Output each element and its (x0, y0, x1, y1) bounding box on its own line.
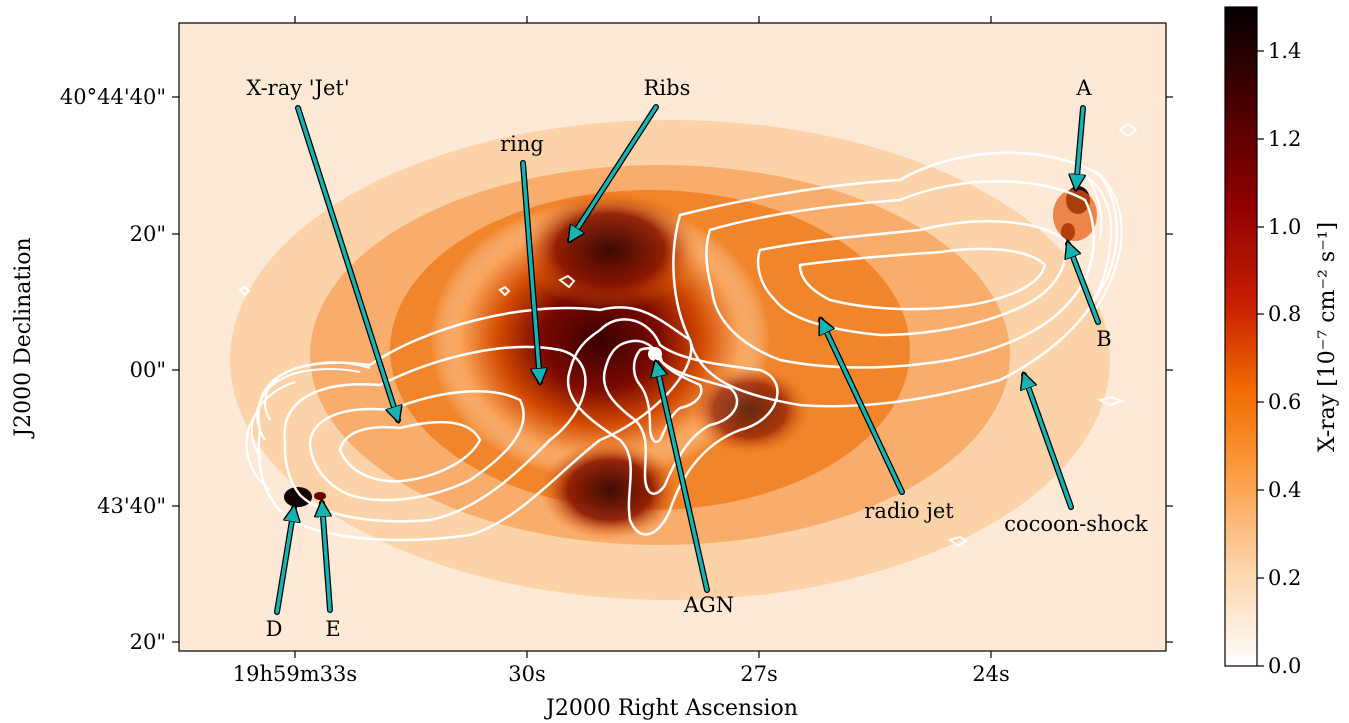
contour-noise-3 (947, 535, 968, 548)
x-tick-label: 27s (740, 662, 778, 686)
label-cocoon-shock: cocoon-shock (1004, 512, 1148, 536)
label-ring: ring (500, 132, 544, 156)
y-tick-label: 20" (130, 222, 166, 246)
contour-lobe-east-2 (705, 180, 1095, 369)
y-tick-label: 40°44'40" (60, 85, 166, 109)
agn-core (648, 347, 662, 361)
contour-cocoon-east-3 (1074, 164, 1103, 241)
colorbar-tick-label: 1.4 (1268, 39, 1301, 63)
label-ribs: Ribs (644, 76, 691, 100)
label-xray-jet: X-ray 'Jet' (246, 76, 349, 100)
contour-lobe-east-3 (756, 220, 1068, 337)
contour-cocoon-east-2 (1094, 169, 1123, 311)
arrow-E (322, 503, 330, 612)
contour-lobe-east-1 (672, 151, 1119, 408)
contour-core-1 (566, 318, 779, 536)
colorbar: 0.0 0.2 0.4 0.6 0.8 1.0 1.2 1.4 X-ray [1… (1224, 6, 1340, 678)
plot-frame (178, 22, 1167, 652)
label-D: D (266, 617, 283, 641)
label-radio-jet: radio jet (864, 499, 954, 523)
ribs-emission (520, 190, 700, 310)
colorbar-gradient (1224, 6, 1258, 667)
xray-image (179, 23, 1166, 651)
arrow-xray-jet (296, 106, 398, 420)
colorbar-label: X-ray [10⁻⁷ cm⁻² s⁻¹] (1315, 222, 1340, 452)
contour-noise-4 (1097, 395, 1125, 407)
contour-lobe-east-4 (798, 247, 1047, 311)
east-emission (690, 365, 810, 455)
arrow-cocoon-shock (1024, 375, 1073, 509)
label-E: E (325, 617, 340, 641)
y-tick-label: 00" (130, 358, 166, 382)
y-axis-title: J2000 Declination (11, 237, 36, 438)
arrow-ring (521, 161, 540, 382)
contour-noise-1 (558, 274, 576, 289)
arrow-D (275, 508, 294, 614)
y-tick-label: 20" (130, 630, 166, 654)
y-tick-marks (172, 96, 1173, 643)
hotspot-D (284, 487, 312, 507)
contour-core-2 (602, 339, 739, 495)
label-A: A (1075, 76, 1092, 100)
colorbar-tick-label: 1.0 (1268, 215, 1301, 239)
colorbar-tick-label: 1.2 (1268, 127, 1301, 151)
x-tick-marks (294, 16, 992, 658)
arrow-B (1068, 244, 1100, 324)
y-tick-label: 43'40" (97, 494, 166, 518)
colorbar-tick-label: 0.4 (1268, 478, 1301, 502)
arrow-agn (656, 363, 709, 592)
x-axis-title: J2000 Right Ascension (544, 696, 798, 721)
contour-lobe-west-4 (338, 420, 482, 483)
contour-noise-2 (498, 285, 511, 297)
contour-cocoon-east-1 (1084, 174, 1113, 306)
contour-cocoon-west-4 (245, 414, 271, 491)
x-tick-label: 30s (508, 662, 546, 686)
hotspot-E (314, 492, 326, 500)
label-agn: AGN (683, 593, 734, 617)
south-emission (540, 440, 680, 540)
colorbar-tick-label: 0.2 (1268, 566, 1301, 590)
colorbar-tick-label: 0.6 (1268, 390, 1301, 414)
contour-cocoon-west-2 (256, 368, 361, 441)
annotation-arrows (275, 105, 1100, 614)
arrow-A (1076, 106, 1083, 188)
colorbar-tick-marks (1257, 50, 1264, 667)
arrow-ribs (570, 105, 658, 240)
arrow-radio-jet (821, 320, 904, 494)
colorbar-tick-label: 0.8 (1268, 302, 1301, 326)
contour-lobe-west-3 (308, 390, 525, 502)
label-B: B (1096, 327, 1111, 351)
contour-noise-6 (238, 285, 251, 297)
x-tick-label: 24s (972, 662, 1010, 686)
contour-noise-5 (1118, 122, 1138, 138)
x-tick-label: 19h59m33s (233, 662, 357, 686)
colorbar-tick-label: 0.0 (1268, 654, 1301, 678)
contour-cocoon-west-3 (251, 381, 296, 461)
